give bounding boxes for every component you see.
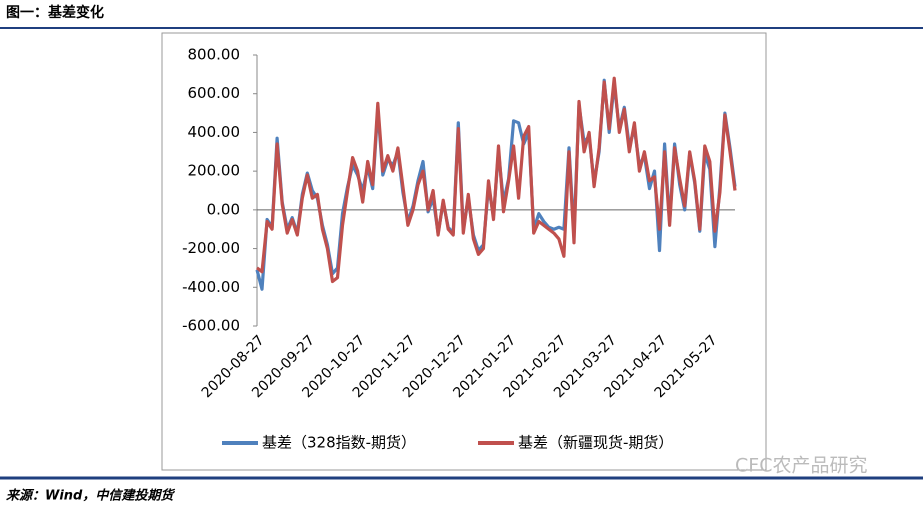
legend-label: 基差（新疆现货-期货） [518,434,673,452]
y-tick-label: 800.00 [188,46,241,64]
legend-label: 基差（328指数-期货） [262,434,416,452]
chart-frame [161,32,767,471]
y-tick-label: -200.00 [182,239,240,257]
source: 来源：Wind，中信建投期货 [6,488,175,504]
y-tick-label: 400.00 [188,123,241,141]
chart-title: 图一：基差变化 [6,4,104,21]
y-tick-label: 600.00 [188,84,241,102]
watermark: CFC农产品研究 [735,455,867,477]
y-tick-label: 0.00 [207,200,240,218]
series-line [256,76,737,284]
y-tick-label: -400.00 [182,278,240,296]
y-tick-label: 200.00 [188,162,241,180]
y-tick-label: -600.00 [182,317,240,335]
